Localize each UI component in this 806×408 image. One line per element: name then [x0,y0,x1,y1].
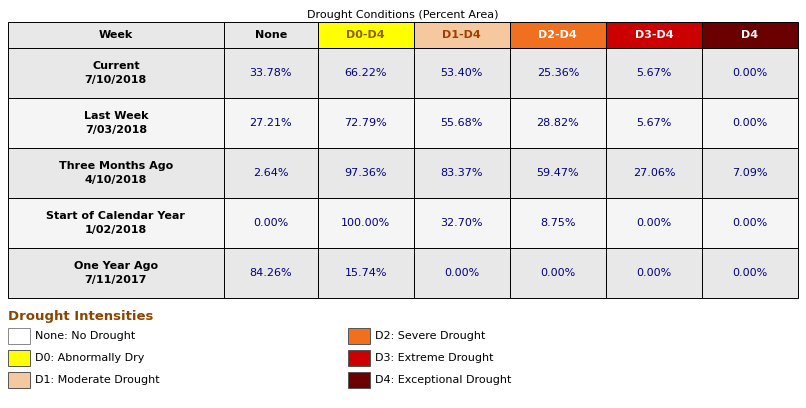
Text: 2.64%: 2.64% [253,168,289,178]
Text: 0.00%: 0.00% [636,268,671,278]
Bar [8,248,223,298]
Text: 5.67%: 5.67% [636,68,671,78]
Text: 97.36%: 97.36% [344,168,387,178]
Bar [413,198,510,248]
Bar [318,48,413,98]
Bar [318,198,413,248]
Bar [348,372,370,388]
Text: 7.09%: 7.09% [732,168,768,178]
Text: D2: Severe Drought: D2: Severe Drought [375,331,485,341]
Bar [606,48,702,98]
Text: 25.36%: 25.36% [537,68,579,78]
Text: 0.00%: 0.00% [636,218,671,228]
Text: Current
7/10/2018: Current 7/10/2018 [85,61,147,85]
Bar [413,22,510,48]
Text: D2-D4: D2-D4 [538,30,577,40]
Bar [223,48,318,98]
Text: 59.47%: 59.47% [537,168,580,178]
Bar [510,248,606,298]
Bar [8,48,223,98]
Bar [413,148,510,198]
Bar [510,198,606,248]
Bar [413,248,510,298]
Bar [348,328,370,344]
Bar [702,22,798,48]
Text: Three Months Ago
4/10/2018: Three Months Ago 4/10/2018 [59,161,173,185]
Text: D0-D4: D0-D4 [347,30,385,40]
Bar [413,48,510,98]
Bar [606,248,702,298]
Text: 66.22%: 66.22% [344,68,387,78]
Text: 100.00%: 100.00% [341,218,390,228]
Bar [223,248,318,298]
Bar [702,148,798,198]
Bar [223,198,318,248]
Text: D1: Moderate Drought: D1: Moderate Drought [35,375,160,385]
Bar [510,98,606,148]
Bar [8,198,223,248]
Text: 55.68%: 55.68% [441,118,483,128]
Bar [223,22,318,48]
Text: Drought Conditions (Percent Area): Drought Conditions (Percent Area) [307,10,499,20]
Text: 15.74%: 15.74% [344,268,387,278]
Text: D0: Abnormally Dry: D0: Abnormally Dry [35,353,144,363]
Bar [702,98,798,148]
Text: 53.40%: 53.40% [441,68,483,78]
Bar [318,98,413,148]
Bar [8,372,30,388]
Text: 0.00%: 0.00% [253,218,289,228]
Bar [348,350,370,366]
Text: 5.67%: 5.67% [636,118,671,128]
Text: Last Week
7/03/2018: Last Week 7/03/2018 [84,111,148,135]
Bar [606,198,702,248]
Text: 32.70%: 32.70% [441,218,483,228]
Text: D3: Extreme Drought: D3: Extreme Drought [375,353,493,363]
Text: D3-D4: D3-D4 [634,30,673,40]
Text: 27.06%: 27.06% [633,168,675,178]
Text: One Year Ago
7/11/2017: One Year Ago 7/11/2017 [74,261,158,285]
Text: 83.37%: 83.37% [441,168,483,178]
Bar [8,98,223,148]
Text: 33.78%: 33.78% [249,68,292,78]
Text: 0.00%: 0.00% [540,268,575,278]
Bar [510,22,606,48]
Text: None: No Drought: None: No Drought [35,331,135,341]
Bar [8,350,30,366]
Text: 0.00%: 0.00% [733,68,767,78]
Bar [318,22,413,48]
Text: D1-D4: D1-D4 [442,30,481,40]
Bar [8,22,223,48]
Text: 72.79%: 72.79% [344,118,387,128]
Bar [413,98,510,148]
Bar [702,248,798,298]
Text: Week: Week [98,30,133,40]
Text: 27.21%: 27.21% [249,118,292,128]
Bar [318,248,413,298]
Bar [702,198,798,248]
Text: None: None [255,30,287,40]
Bar [606,22,702,48]
Text: D4: Exceptional Drought: D4: Exceptional Drought [375,375,511,385]
Bar [318,148,413,198]
Bar [223,98,318,148]
Bar [223,148,318,198]
Text: Drought Intensities: Drought Intensities [8,310,153,323]
Text: D4: D4 [742,30,758,40]
Text: 8.75%: 8.75% [540,218,575,228]
Text: 28.82%: 28.82% [537,118,580,128]
Bar [510,48,606,98]
Bar [606,98,702,148]
Bar [606,148,702,198]
Bar [702,48,798,98]
Bar [8,148,223,198]
Text: 0.00%: 0.00% [733,118,767,128]
Text: 0.00%: 0.00% [733,268,767,278]
Bar [8,328,30,344]
Text: 84.26%: 84.26% [249,268,292,278]
Text: Start of Calendar Year
1/02/2018: Start of Calendar Year 1/02/2018 [47,211,185,235]
Text: 0.00%: 0.00% [733,218,767,228]
Bar [510,148,606,198]
Text: 0.00%: 0.00% [444,268,480,278]
